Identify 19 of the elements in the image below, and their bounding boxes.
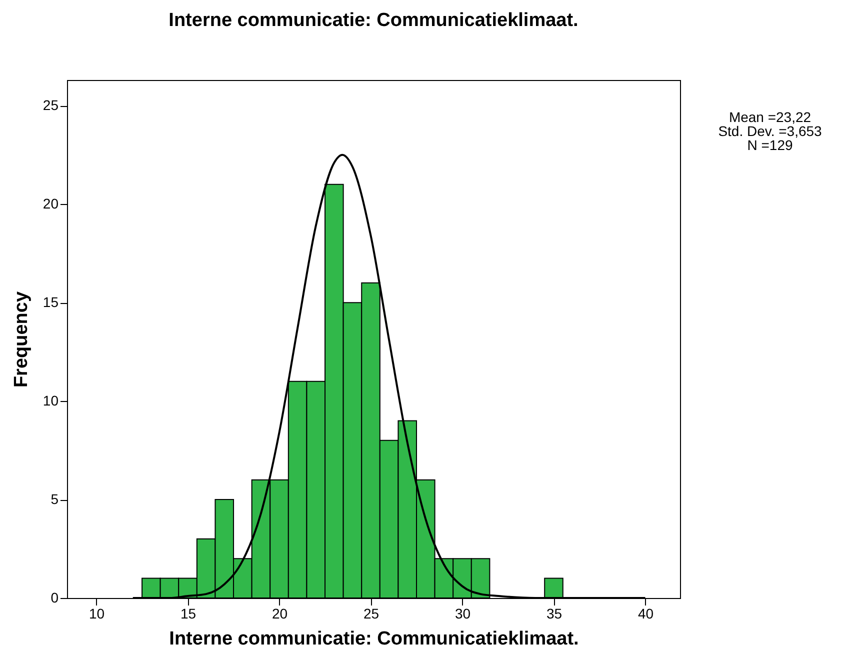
y-tick-label: 10 xyxy=(42,392,59,409)
x-tick-label: 20 xyxy=(272,606,288,622)
text: Std. Dev. =3,653 xyxy=(718,123,822,139)
x-tick-label: 15 xyxy=(180,606,196,622)
x-tick-label: 10 xyxy=(88,606,105,622)
chart-title: Interne communicatie: Communicatieklimaat. xyxy=(168,10,578,31)
y-axis-title: Frequency xyxy=(10,291,32,388)
y-tick-label: 15 xyxy=(42,294,59,310)
y-tick-label: 20 xyxy=(42,196,59,212)
x-axis-title: Interne communicatie: Communicatieklimaat. xyxy=(169,628,579,650)
x-tick-label: 30 xyxy=(454,606,471,622)
y-tick-label: 0 xyxy=(50,590,59,606)
x-tick-label: 25 xyxy=(363,606,380,622)
y-tick-label: 25 xyxy=(42,97,59,114)
x-tick-label: 40 xyxy=(638,606,654,622)
y-tick-label: 5 xyxy=(50,491,59,508)
text: Mean =23,22 xyxy=(728,109,812,125)
text: N =129 xyxy=(747,137,793,153)
x-tick-label: 35 xyxy=(546,606,562,622)
